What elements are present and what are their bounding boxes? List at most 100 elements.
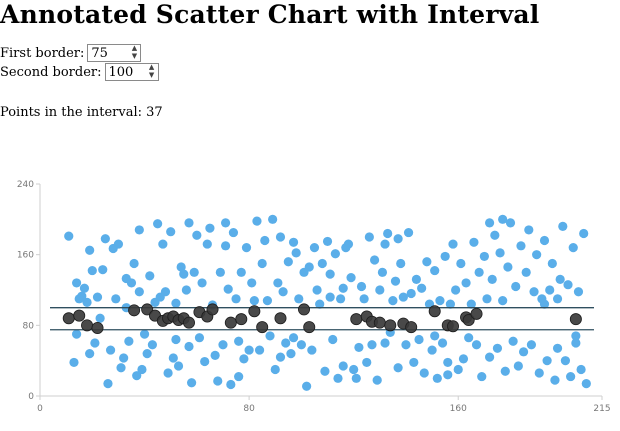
data-point-outside <box>354 342 364 353</box>
data-point-outside <box>234 371 244 382</box>
data-point-outside <box>377 267 388 277</box>
data-point-outside <box>82 297 92 307</box>
y-tick-label: 0 <box>28 392 34 402</box>
data-point-outside <box>445 299 455 309</box>
data-point-outside <box>288 237 299 247</box>
data-point-outside <box>173 361 184 371</box>
data-point-outside <box>571 338 581 348</box>
first-border-input[interactable] <box>88 45 129 61</box>
data-point-outside <box>411 274 422 284</box>
data-point-inside <box>447 320 460 333</box>
data-point-outside <box>283 257 293 267</box>
data-point-outside <box>278 287 288 297</box>
data-point-inside <box>73 309 86 322</box>
data-point-outside <box>359 294 369 304</box>
data-point-outside <box>534 368 544 378</box>
data-point-outside <box>315 299 325 309</box>
data-point-outside <box>542 356 552 366</box>
data-point-outside <box>524 225 534 235</box>
data-point-outside <box>119 353 129 363</box>
data-point-outside <box>79 283 90 293</box>
data-point-outside <box>239 354 249 364</box>
second-border-stepper[interactable]: ▲ ▼ <box>104 63 159 81</box>
data-point-outside <box>458 354 469 364</box>
data-point-outside <box>262 296 273 306</box>
data-point-outside <box>563 280 573 290</box>
interval-count-label: Points in the interval: <box>0 105 142 120</box>
data-point-outside <box>139 329 150 339</box>
data-point-outside <box>581 379 591 389</box>
data-point-outside <box>325 292 335 302</box>
data-point-outside <box>197 278 207 288</box>
points-inside-interval <box>62 303 582 334</box>
data-point-inside <box>384 319 397 332</box>
data-point-outside <box>343 239 354 249</box>
data-point-outside <box>448 239 458 249</box>
first-border-stepper[interactable]: ▲ ▼ <box>87 44 142 62</box>
data-point-inside <box>206 303 219 316</box>
data-point-outside <box>215 267 225 277</box>
data-point-inside <box>141 303 154 316</box>
data-point-outside <box>558 221 568 231</box>
first-border-decrement-icon[interactable]: ▼ <box>131 52 138 60</box>
data-point-outside <box>545 285 555 295</box>
data-point-outside <box>134 287 144 297</box>
second-border-increment-icon[interactable]: ▲ <box>148 63 155 71</box>
data-point-outside <box>95 313 105 323</box>
second-border-decrement-icon[interactable]: ▼ <box>148 71 155 79</box>
data-point-outside <box>100 234 110 244</box>
data-point-outside <box>85 349 95 359</box>
data-point-outside <box>137 364 147 375</box>
data-point-outside <box>77 291 87 301</box>
y-tick-label: 80 <box>23 321 35 331</box>
data-point-outside <box>270 364 280 375</box>
data-point-inside <box>350 313 363 326</box>
data-point-outside <box>419 368 429 378</box>
data-point-outside <box>252 216 262 226</box>
data-point-outside <box>158 239 168 249</box>
first-border-row: First border: ▲ ▼ <box>0 44 142 62</box>
data-point-inside <box>428 305 441 318</box>
data-point-outside <box>485 218 495 228</box>
data-point-outside <box>566 371 576 382</box>
data-point-outside <box>453 364 463 375</box>
data-point-outside <box>132 371 142 381</box>
data-point-outside <box>550 375 560 385</box>
first-border-increment-icon[interactable]: ▲ <box>131 44 138 52</box>
data-point-outside <box>336 294 346 304</box>
interval-count-value: 37 <box>146 105 163 120</box>
data-point-outside <box>513 361 523 371</box>
data-point-outside <box>220 241 231 251</box>
data-point-outside <box>273 278 283 288</box>
data-point-outside <box>124 336 134 346</box>
data-point-outside <box>406 288 416 299</box>
data-point-outside <box>349 364 359 375</box>
data-point-outside <box>317 258 327 269</box>
data-point-outside <box>288 333 299 343</box>
data-point-inside <box>256 321 269 334</box>
data-point-outside <box>380 338 390 348</box>
data-point-outside <box>187 378 197 388</box>
data-point-outside <box>257 258 267 269</box>
data-point-outside <box>87 265 97 276</box>
data-point-outside <box>516 241 526 251</box>
second-border-input[interactable] <box>105 64 146 80</box>
data-point-outside <box>432 373 442 383</box>
data-point-outside <box>226 379 236 390</box>
data-point-outside <box>560 356 571 366</box>
data-point-outside <box>231 294 241 304</box>
data-point-inside <box>462 314 475 327</box>
data-point-outside <box>498 214 508 224</box>
data-point-outside <box>464 333 474 343</box>
data-point-outside <box>390 276 401 286</box>
data-point-outside <box>307 345 317 355</box>
data-point-outside <box>351 373 361 383</box>
data-point-outside <box>147 340 157 350</box>
data-point-outside <box>495 248 505 258</box>
second-border-row: Second border: ▲ ▼ <box>0 63 159 81</box>
data-point-outside <box>364 232 374 242</box>
data-point-outside <box>166 227 176 237</box>
data-point-outside <box>176 262 186 272</box>
data-point-outside <box>268 214 278 224</box>
data-point-outside <box>539 299 550 309</box>
